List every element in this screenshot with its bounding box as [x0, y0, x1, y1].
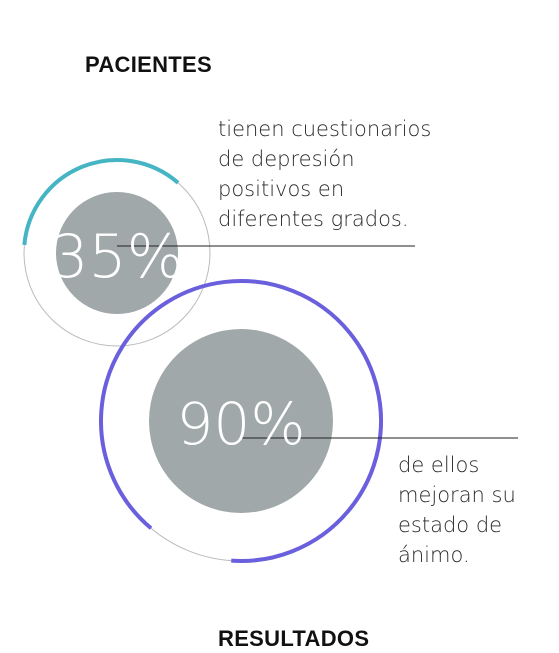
pacientes-heading: PACIENTES [85, 52, 212, 77]
stat-1-percentage: 35% [50, 222, 183, 292]
stat-2-description: de ellos mejoran su estado de ánimo. [398, 450, 516, 570]
stat-1-description: tienen cuestionarios de depresión positi… [218, 114, 431, 234]
stat-1-progress-arc [22, 158, 180, 246]
stat-ring-35: 35% [22, 158, 415, 347]
stat-2-disc [149, 329, 333, 513]
stat-ring-90: 90% [99, 279, 518, 564]
resultados-heading: RESULTADOS [218, 626, 370, 651]
stat-2-percentage: 90% [177, 390, 306, 458]
stat-2-line-3: estado de [398, 513, 503, 537]
stat-1-line-1: tienen cuestionarios [218, 117, 432, 141]
stat-2-line-1: de ellos [398, 453, 480, 477]
stat-2-line-2: mejoran su [398, 483, 516, 507]
stat-1-disc [56, 192, 178, 314]
stat-2-progress-arc [99, 279, 383, 564]
stat-2-line-4: ánimo. [398, 543, 470, 567]
stat-1-line-3: positivos en [218, 177, 345, 201]
stat-1-line-2: de depresión [218, 147, 355, 171]
stat-1-line-4: diferentes grados. [218, 207, 409, 231]
